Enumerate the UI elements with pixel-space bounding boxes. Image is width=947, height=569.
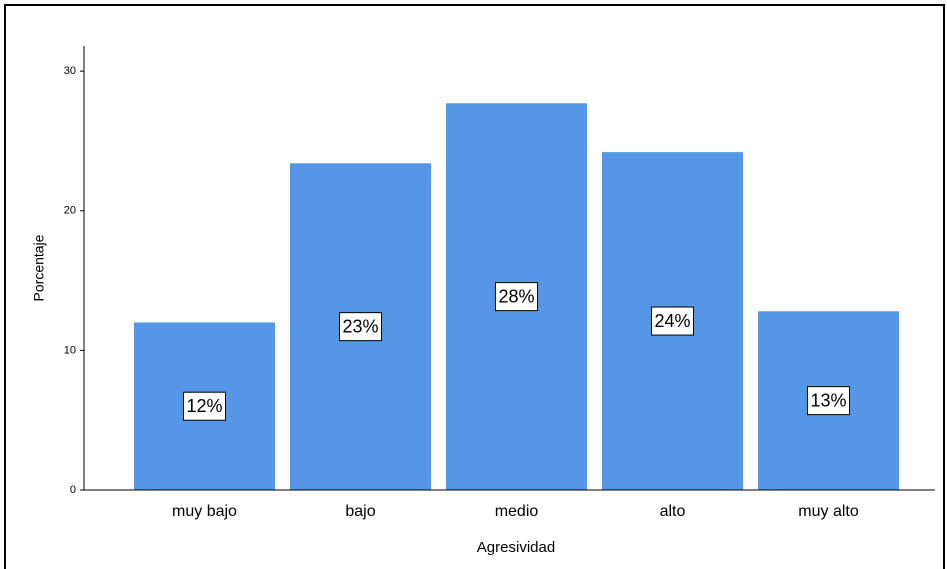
data-label: 23% bbox=[342, 316, 378, 336]
data-label: 12% bbox=[186, 396, 222, 416]
y-tick-label: 0 bbox=[70, 484, 76, 496]
y-axis-title: Porcentaje bbox=[31, 234, 47, 301]
y-tick-label: 20 bbox=[64, 205, 76, 217]
x-tick-label: muy bajo bbox=[172, 503, 237, 520]
x-tick-label: muy alto bbox=[798, 503, 859, 520]
data-label-box bbox=[806, 386, 851, 416]
x-axis-title: Agresividad bbox=[477, 539, 555, 556]
x-tick-label: medio bbox=[495, 503, 539, 520]
data-label-box bbox=[338, 312, 383, 342]
x-tick-label: alto bbox=[660, 503, 686, 520]
y-tick-label: 10 bbox=[64, 344, 76, 356]
data-label: 13% bbox=[810, 390, 846, 410]
data-label-box bbox=[182, 391, 227, 421]
x-tick-label: bajo bbox=[345, 503, 375, 520]
data-label: 24% bbox=[654, 311, 690, 331]
data-label-box bbox=[494, 282, 539, 312]
y-tick-label: 30 bbox=[64, 65, 76, 77]
data-label: 28% bbox=[498, 286, 534, 306]
data-label-box bbox=[650, 306, 695, 336]
